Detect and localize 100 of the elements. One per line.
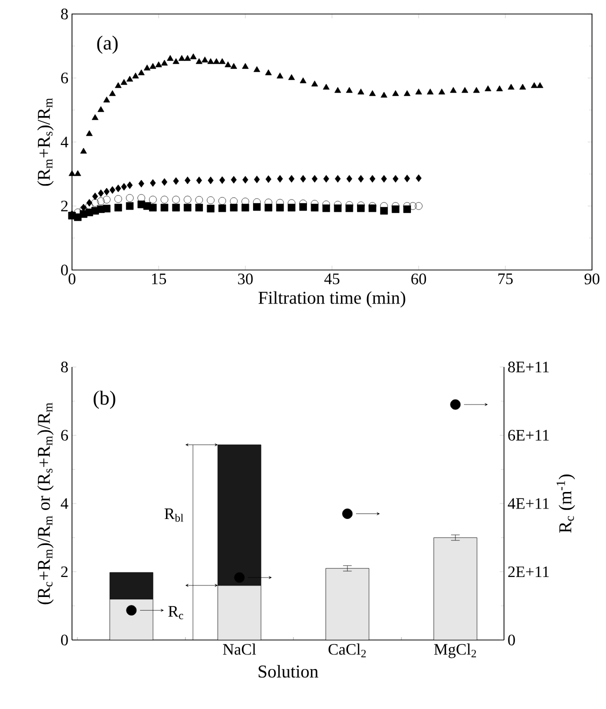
point bbox=[218, 204, 226, 212]
point bbox=[473, 87, 480, 93]
point bbox=[334, 204, 342, 212]
point bbox=[230, 204, 238, 212]
point bbox=[74, 170, 82, 176]
point bbox=[172, 196, 180, 204]
point bbox=[265, 69, 272, 76]
y2-tick-label: 8E+11 bbox=[508, 362, 549, 372]
point bbox=[149, 196, 157, 204]
point bbox=[184, 55, 191, 61]
point bbox=[404, 90, 410, 96]
point bbox=[114, 204, 122, 212]
point bbox=[322, 204, 330, 212]
point bbox=[97, 197, 105, 206]
point bbox=[368, 204, 376, 212]
point bbox=[126, 605, 137, 616]
point bbox=[380, 207, 388, 215]
point bbox=[190, 53, 197, 60]
point bbox=[184, 176, 190, 184]
point bbox=[138, 69, 145, 76]
point bbox=[155, 61, 162, 68]
point bbox=[104, 188, 110, 196]
point bbox=[126, 181, 133, 190]
y-tick-label: 4 bbox=[60, 498, 68, 509]
y-axis-title: (R$_{m}$+R$_{s}$)/R$_{m}$ bbox=[37, 98, 54, 186]
point bbox=[150, 179, 156, 187]
point bbox=[276, 204, 284, 212]
annotation: R$_{c}$ bbox=[168, 606, 184, 620]
point bbox=[346, 175, 352, 183]
point bbox=[409, 202, 417, 210]
point bbox=[114, 195, 122, 203]
point bbox=[392, 205, 400, 214]
x-tick-label: 45 bbox=[324, 274, 340, 284]
point bbox=[288, 204, 296, 212]
point bbox=[310, 204, 318, 212]
annotation: (b) bbox=[94, 390, 116, 409]
point bbox=[115, 184, 122, 192]
x-tick-label: 0 bbox=[68, 274, 76, 284]
point bbox=[276, 72, 284, 78]
x-tick-label: 60 bbox=[411, 274, 426, 284]
point bbox=[392, 90, 399, 96]
point bbox=[178, 55, 186, 61]
point bbox=[370, 175, 376, 183]
annotation: (a) bbox=[97, 36, 118, 54]
point bbox=[342, 508, 353, 519]
point bbox=[300, 77, 306, 84]
point bbox=[266, 175, 272, 183]
point bbox=[132, 72, 139, 78]
x-tick-label: 30 bbox=[238, 274, 253, 284]
point bbox=[86, 130, 93, 136]
point bbox=[195, 196, 203, 204]
point bbox=[381, 175, 387, 183]
point bbox=[219, 176, 226, 184]
y2-tick-label: 6E+11 bbox=[508, 430, 549, 441]
x-tick-label: CaCl$_{2}$ bbox=[328, 644, 366, 658]
point bbox=[120, 79, 128, 85]
point bbox=[102, 196, 110, 204]
point bbox=[109, 90, 116, 96]
y-tick-label: 2 bbox=[61, 200, 68, 212]
point bbox=[206, 204, 214, 212]
y2-tick-label: 0 bbox=[508, 634, 515, 646]
point bbox=[126, 194, 134, 202]
point bbox=[242, 204, 250, 212]
point bbox=[213, 58, 220, 64]
point bbox=[530, 82, 538, 88]
y-tick-label: 8 bbox=[61, 8, 68, 20]
point bbox=[299, 203, 307, 211]
point bbox=[334, 175, 341, 183]
point bbox=[508, 84, 514, 90]
point bbox=[172, 58, 180, 64]
y-tick-label: 6 bbox=[61, 72, 68, 84]
point bbox=[184, 196, 192, 204]
y2-axis-title: R$_{c}$ (m$^{-1}$) bbox=[556, 474, 576, 533]
text: (R$_{c}$+R$_{m}$)/R$_{m}$ or (R$_{s}$+R$_{m}$)/R$_{m}$ bbox=[37, 402, 54, 604]
point bbox=[242, 176, 248, 184]
point bbox=[404, 174, 410, 182]
point bbox=[416, 174, 422, 182]
point bbox=[206, 196, 214, 204]
y-tick-label: 6 bbox=[61, 430, 68, 441]
y-tick-label: 0 bbox=[61, 634, 68, 646]
x-tick-label: NaCl bbox=[222, 644, 256, 655]
point bbox=[484, 85, 492, 92]
point bbox=[264, 204, 272, 212]
point bbox=[322, 84, 330, 90]
y-tick-label: 0 bbox=[61, 264, 68, 276]
point bbox=[208, 176, 214, 184]
point bbox=[92, 114, 98, 120]
point bbox=[254, 66, 260, 72]
point bbox=[357, 204, 365, 212]
point bbox=[161, 60, 168, 66]
point bbox=[230, 63, 238, 69]
point bbox=[114, 82, 122, 88]
x-tick-label: MgCl$_{2}$ bbox=[434, 644, 476, 658]
point bbox=[414, 202, 422, 210]
point bbox=[300, 175, 306, 183]
point bbox=[346, 87, 353, 93]
point bbox=[358, 88, 364, 94]
point bbox=[277, 175, 283, 183]
point bbox=[102, 204, 110, 212]
point bbox=[496, 85, 503, 92]
